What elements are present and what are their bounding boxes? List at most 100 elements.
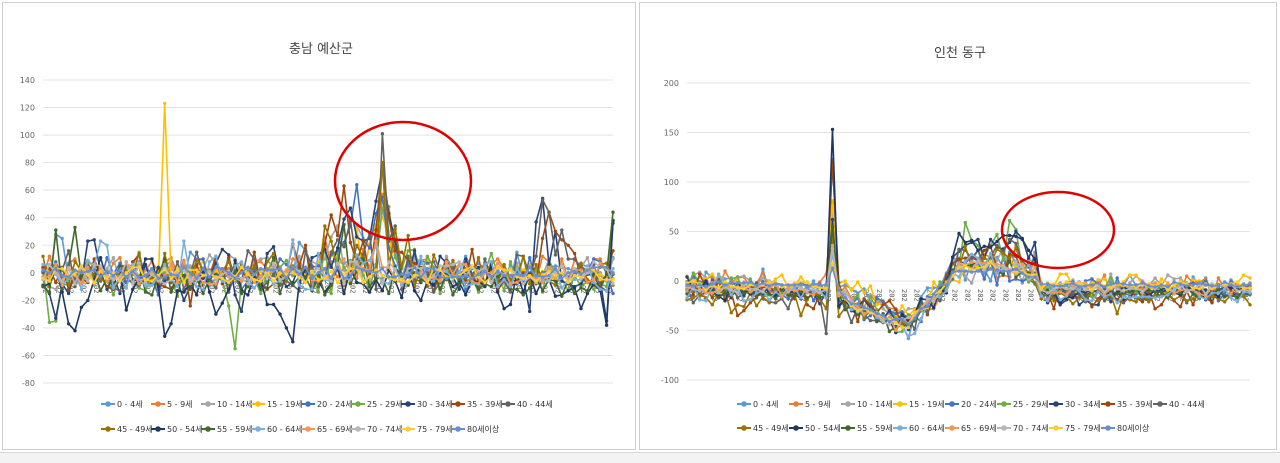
data-point <box>729 311 733 315</box>
data-point <box>862 287 866 291</box>
data-point <box>592 278 596 282</box>
legend-marker <box>155 401 161 407</box>
data-point <box>380 206 385 210</box>
data-point <box>1039 282 1043 286</box>
data-point <box>604 323 609 327</box>
data-point <box>508 282 513 286</box>
data-point <box>457 260 461 264</box>
data-point <box>476 287 481 291</box>
data-point <box>483 262 487 267</box>
data-point <box>438 254 442 258</box>
data-point <box>1083 288 1088 292</box>
data-point <box>534 279 538 283</box>
data-point <box>515 275 519 279</box>
data-point <box>169 322 173 326</box>
data-point <box>742 294 746 298</box>
data-point <box>1153 281 1157 285</box>
data-point <box>73 260 77 264</box>
data-point <box>1153 276 1157 280</box>
data-point <box>175 289 180 293</box>
legend-marker <box>845 425 851 431</box>
data-point <box>92 268 96 272</box>
data-point <box>131 262 135 267</box>
x-tick-label: 202 <box>900 289 908 302</box>
data-point <box>988 279 993 283</box>
data-point <box>432 290 436 294</box>
data-point <box>1235 300 1239 304</box>
data-point <box>195 272 199 276</box>
data-point <box>1090 299 1094 303</box>
data-point <box>881 313 885 318</box>
data-point <box>868 308 873 312</box>
data-point <box>355 253 359 257</box>
data-point <box>1052 284 1056 288</box>
data-point <box>1033 240 1037 245</box>
legend-marker <box>305 426 311 432</box>
data-point <box>1216 295 1221 299</box>
data-point <box>508 290 513 294</box>
data-point <box>528 282 532 286</box>
data-point <box>805 280 809 284</box>
data-point <box>995 232 999 237</box>
data-point <box>297 264 301 268</box>
data-point <box>1191 297 1195 301</box>
data-point <box>457 275 461 279</box>
data-point <box>830 266 835 270</box>
data-point <box>271 261 276 265</box>
data-point <box>1052 291 1056 295</box>
data-point <box>444 269 449 274</box>
data-point <box>438 264 442 268</box>
legend-label: 70 - 74세 <box>367 425 403 434</box>
data-point <box>970 260 974 264</box>
data-point <box>521 282 525 286</box>
data-point <box>553 229 558 234</box>
data-point <box>387 260 391 264</box>
data-point <box>540 198 545 202</box>
data-point <box>98 256 103 260</box>
data-point <box>380 192 385 196</box>
legend-marker <box>105 426 111 432</box>
data-point <box>1191 292 1195 296</box>
legend-label: 35 - 39세 <box>1117 400 1153 409</box>
data-point <box>849 308 854 312</box>
data-point <box>464 284 468 289</box>
y-axis-right: -100 -50 0 50 100 150 200 <box>661 79 679 385</box>
data-point <box>73 257 77 261</box>
data-point <box>323 242 327 246</box>
data-point <box>868 295 873 299</box>
data-point <box>691 271 695 275</box>
data-point <box>1109 282 1113 286</box>
y-tick-label: 100 <box>664 178 679 187</box>
data-point <box>284 284 289 289</box>
data-point <box>329 279 333 283</box>
data-point <box>761 295 765 299</box>
data-point <box>1109 292 1113 296</box>
data-point <box>419 267 423 271</box>
data-point <box>970 238 974 243</box>
data-point <box>906 315 911 320</box>
data-point <box>1102 285 1107 289</box>
data-point <box>464 276 468 280</box>
data-point <box>1007 252 1012 256</box>
data-point <box>1159 290 1164 294</box>
y-tick-label: -40 <box>22 324 35 333</box>
data-point <box>412 249 417 253</box>
data-point <box>805 289 809 293</box>
data-point <box>919 307 923 311</box>
data-point <box>342 245 346 249</box>
data-point <box>169 262 173 267</box>
y-axis-left: -80 -60 -40 -20 0 20 40 60 80 100 120 140 <box>20 76 35 388</box>
data-point <box>182 260 186 264</box>
data-point <box>843 279 847 283</box>
data-point <box>1121 282 1126 286</box>
data-point <box>432 279 436 283</box>
data-point <box>271 251 276 256</box>
data-point <box>182 265 186 269</box>
data-point <box>297 283 301 287</box>
data-point <box>1064 293 1069 297</box>
data-point <box>843 289 847 293</box>
data-point <box>310 287 314 291</box>
data-point <box>792 294 797 298</box>
data-point <box>1102 290 1107 294</box>
legend-label: 15 - 19세 <box>909 400 945 409</box>
